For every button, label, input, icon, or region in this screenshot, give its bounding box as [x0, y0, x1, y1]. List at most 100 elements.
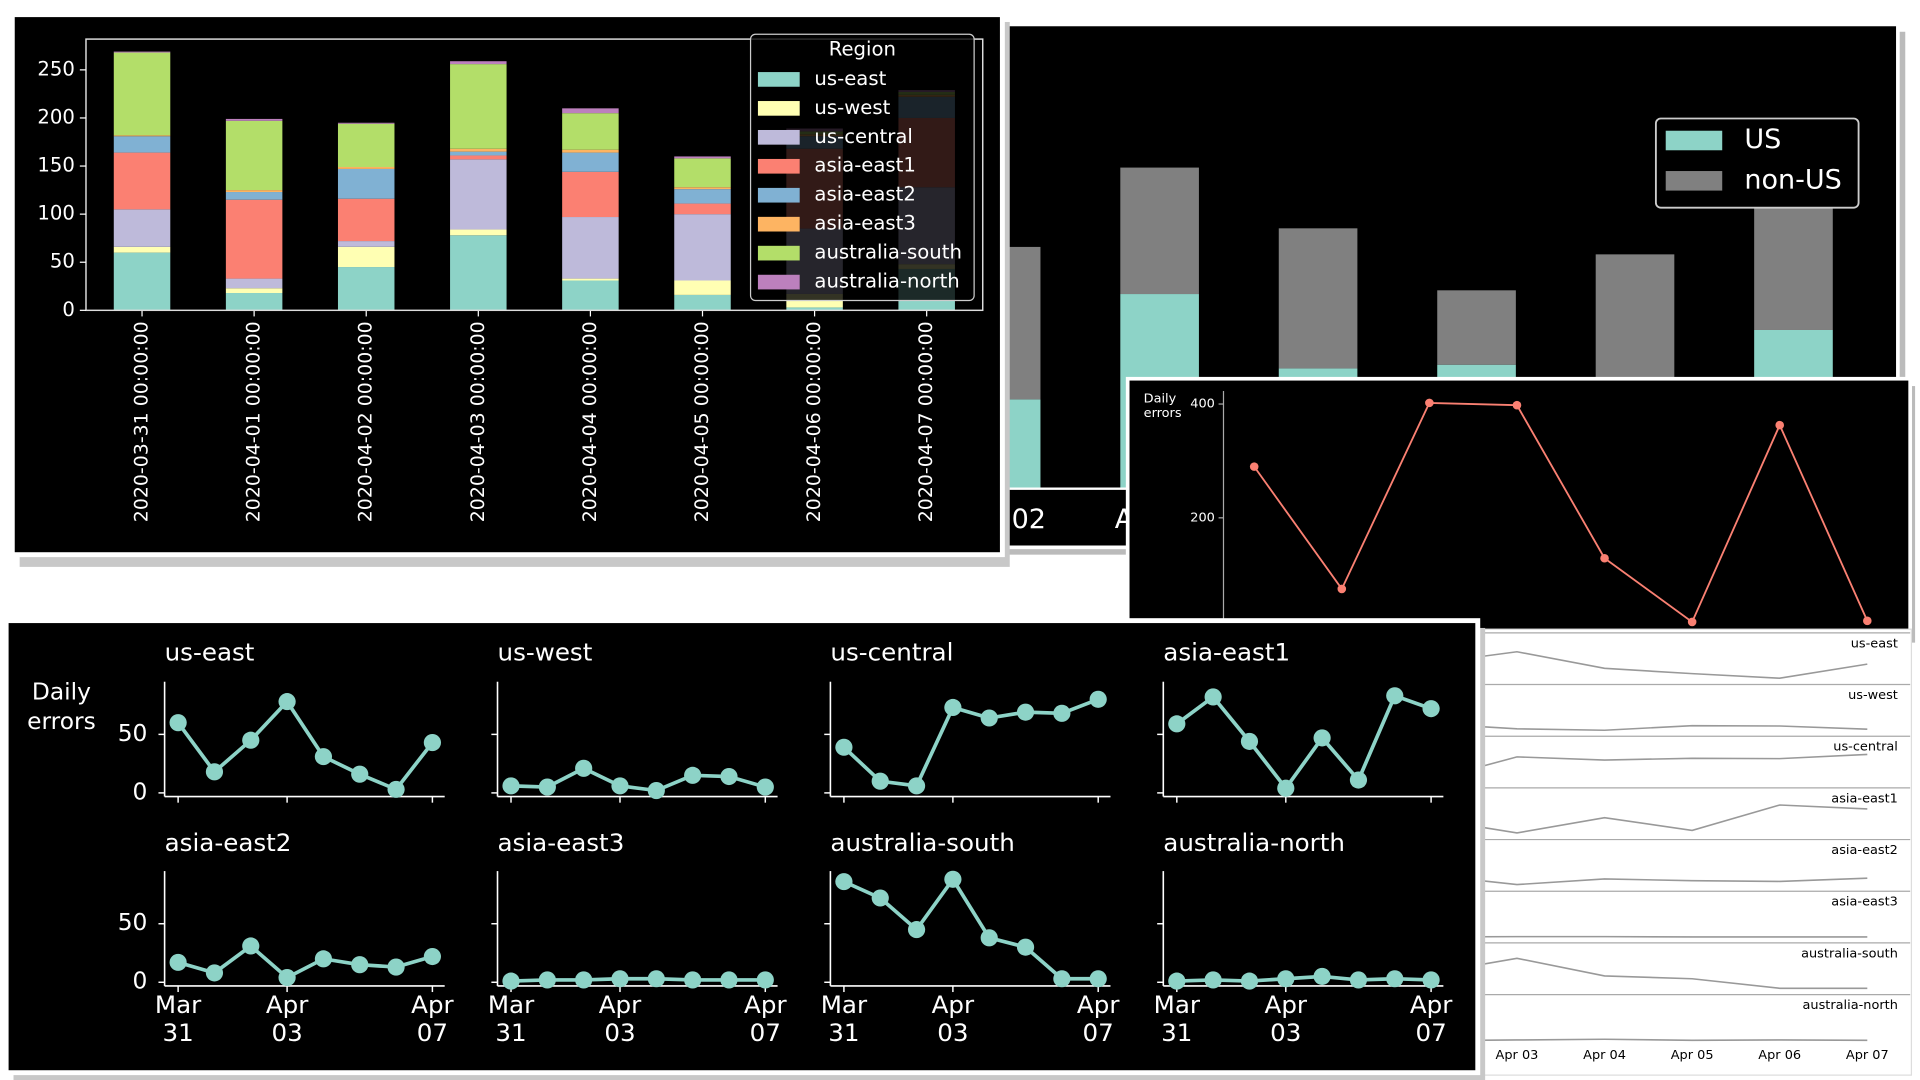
point [278, 693, 296, 711]
legend-label: US [1744, 124, 1781, 155]
point [242, 731, 260, 749]
bar-segment [562, 108, 619, 114]
bar-segment [562, 278, 619, 281]
x-tick-label: 2020-04-02 00:00:00 [355, 321, 377, 522]
point [1386, 970, 1404, 988]
bar-segment [113, 246, 171, 253]
y-tick-label: 250 [37, 57, 75, 80]
legend-label: us-west [814, 96, 890, 119]
y-tick-label: 400 [1190, 397, 1215, 412]
bar-segment [1754, 204, 1833, 330]
bar-segment [113, 252, 171, 311]
y-tick-label: 150 [37, 154, 75, 177]
x-tick-label: 2020-03-31 00:00:00 [131, 321, 153, 522]
legend-label: asia-east1 [814, 154, 915, 177]
point [205, 763, 224, 781]
x-tick-label: Mar 31 [1154, 990, 1201, 1047]
bar-segment [337, 198, 395, 242]
bar-segment [562, 113, 619, 150]
x-tick-label: Apr 05 [1671, 1048, 1714, 1063]
point [169, 714, 187, 732]
row-label: australia-north [1803, 998, 1898, 1013]
point [575, 759, 593, 777]
point [1277, 970, 1295, 988]
legend-swatch [757, 245, 800, 261]
point [351, 956, 369, 974]
point [1168, 715, 1186, 733]
point [720, 971, 738, 989]
y-tick-label: 50 [50, 250, 75, 273]
bar-segment [450, 151, 507, 156]
point [1863, 616, 1872, 626]
point [278, 969, 296, 987]
region-window: 2020-03-31 00:00:00 2020-04-01 00:00:00 20… [9, 12, 1010, 567]
y-tick-label: 0 [133, 968, 148, 995]
panel-title: asia-east3 [498, 828, 625, 857]
point [502, 777, 520, 795]
bar-segment [337, 246, 395, 268]
point [1600, 553, 1609, 563]
point [647, 970, 665, 988]
point [907, 777, 926, 795]
y-axis-label: Daily errors [1144, 391, 1182, 421]
bar-segment [674, 203, 731, 215]
x-tick-label: Apr 03 [599, 990, 642, 1047]
x-tick-label: 2020-04-03 00:00:00 [467, 321, 489, 522]
point [169, 953, 187, 971]
point [205, 964, 224, 982]
panel-title: asia-east1 [1163, 638, 1290, 667]
bar-segment [337, 167, 395, 169]
point [1240, 732, 1259, 750]
bar-segment [113, 52, 171, 136]
bar-segment [225, 288, 283, 294]
row-label: us-central [1833, 740, 1898, 755]
small-multiples-window: Daily errors us-east 0 50 us-west us-central as… [3, 618, 1486, 1080]
legend-title: Region [829, 38, 896, 61]
series-line [1175, 693, 1432, 792]
legend-label: australia-south [814, 241, 961, 264]
x-tick-label: Mar 31 [488, 990, 535, 1047]
x-tick-label: Apr 03 [266, 990, 309, 1047]
point [1687, 617, 1697, 627]
bar-segment [674, 189, 731, 204]
legend-label: us-east [814, 67, 886, 90]
panel-title: australia-south [830, 828, 1014, 857]
x-tick-label: Apr 07 [1077, 990, 1120, 1047]
point [871, 772, 889, 790]
x-tick-label: 2020-04-04 00:00:00 [579, 321, 601, 522]
point [1512, 400, 1522, 410]
x-tick-label: Apr 06 [1758, 1048, 1801, 1063]
bar-segment [1437, 290, 1516, 365]
panel-title: us-central [830, 638, 953, 667]
legend-swatch [757, 216, 800, 232]
point [871, 889, 889, 907]
point [423, 947, 441, 966]
point [611, 970, 629, 988]
series-line [1253, 401, 1869, 624]
panel-title: us-west [498, 638, 593, 667]
point [684, 766, 702, 784]
bar-segment [450, 159, 507, 230]
bar-segment [674, 156, 731, 159]
point [1422, 971, 1440, 989]
bar-segment [337, 123, 395, 168]
bar-segment [1120, 167, 1199, 295]
legend-swatch [757, 187, 800, 203]
row-label: asia-east2 [1831, 843, 1898, 858]
x-tick-label: Apr 07 [1410, 990, 1453, 1047]
bar-segment [113, 136, 171, 153]
point [1016, 938, 1035, 956]
row-label: us-west [1848, 688, 1898, 703]
bar-segment [450, 155, 507, 160]
bar-segment [225, 199, 283, 279]
bar-segment [113, 209, 171, 247]
point [1349, 771, 1368, 789]
line-window: Daily errors 200 400 [1125, 376, 1916, 643]
point [1089, 970, 1107, 988]
point [720, 767, 738, 786]
legend-swatch [757, 274, 800, 290]
point [538, 971, 556, 989]
point [314, 748, 333, 766]
legend-swatch [757, 158, 800, 174]
point [1775, 420, 1785, 430]
